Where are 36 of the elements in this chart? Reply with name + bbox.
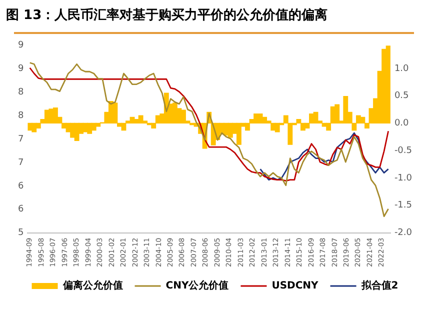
- chart-title: 图 13：人民币汇率对基于购买力平价的公允价值的偏离: [6, 6, 328, 24]
- y-tick-label: 9: [18, 64, 24, 74]
- y2-tick-label: -2.0: [394, 228, 412, 238]
- bar: [343, 96, 348, 124]
- bar: [48, 108, 54, 124]
- bar: [134, 119, 140, 124]
- y2-tick-label: -1.0: [394, 173, 412, 184]
- y-tick-label: 8: [18, 111, 24, 121]
- bar: [36, 122, 41, 128]
- y-tick-label: 9: [18, 40, 24, 51]
- y-tick-label: 8: [18, 88, 24, 98]
- bar: [96, 122, 101, 127]
- y-tick-label: 5: [18, 228, 24, 238]
- y-tick-label: 6: [18, 181, 24, 192]
- bar: [112, 102, 118, 124]
- bar: [274, 122, 280, 132]
- legend-label: CNY公允价值: [166, 280, 229, 292]
- y2-tick-label: -0.5: [394, 146, 412, 156]
- bar: [334, 104, 340, 124]
- bar: [245, 122, 250, 131]
- bar: [87, 122, 92, 134]
- y2-tick-label: 1.0: [394, 64, 410, 74]
- bar: [32, 122, 37, 132]
- legend-label: USDCNY: [272, 280, 320, 292]
- y-tick-label: 7: [18, 158, 24, 168]
- bar: [382, 48, 386, 124]
- bar: [138, 115, 144, 124]
- legend-label: 偏离公允价值: [62, 280, 123, 292]
- bar: [262, 116, 268, 124]
- y-tick-label: 7: [18, 134, 24, 144]
- y-tick-label: 6: [18, 204, 24, 215]
- legend-label: 拟合值2: [360, 280, 398, 292]
- y2-tick-label: 0.5: [394, 91, 409, 102]
- bar: [236, 122, 242, 145]
- y2-tick-label: 0.0: [394, 118, 410, 129]
- y2-tick-label: -1.5: [394, 200, 412, 211]
